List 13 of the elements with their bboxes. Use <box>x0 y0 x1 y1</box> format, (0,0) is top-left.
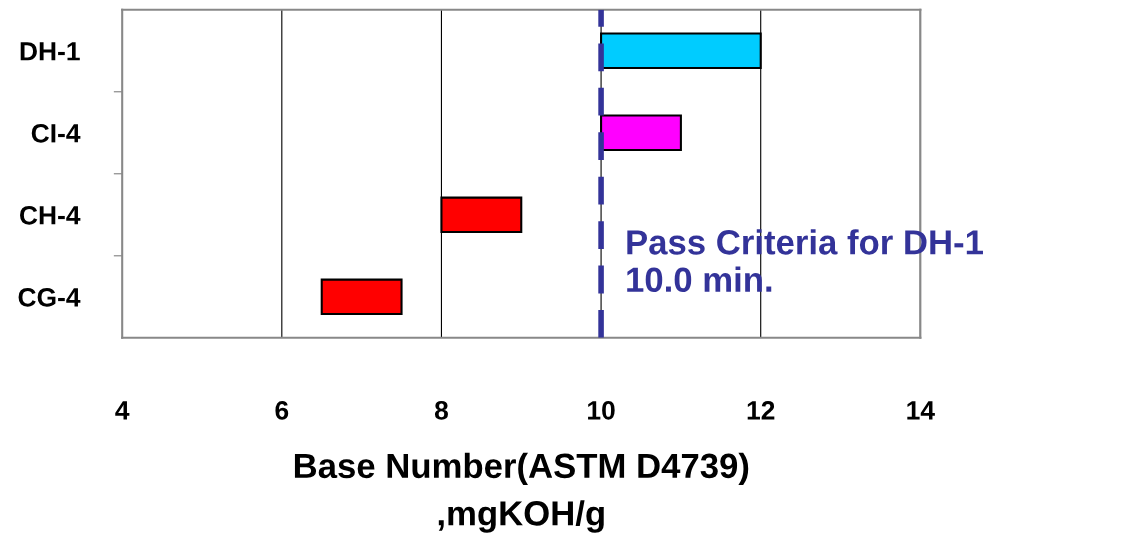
bar <box>600 114 682 152</box>
x-tick-label: 6 <box>275 401 289 420</box>
y-tick-label: CG-4 <box>18 287 81 307</box>
bar <box>320 278 403 316</box>
x-tick-label: 10 <box>588 401 615 420</box>
x-axis-title: Base Number(ASTM D4739) ,mgKOH/g <box>294 452 749 533</box>
x-tick-label: 4 <box>115 401 130 420</box>
y-tick-label: DH-1 <box>20 42 80 61</box>
x-tick-label: 12 <box>747 401 775 420</box>
x-tick-label: 8 <box>434 401 448 420</box>
y-tick-label: CH-4 <box>20 205 81 225</box>
y-tick-label: CI-4 <box>31 123 81 143</box>
x-tick-label: 14 <box>907 401 935 420</box>
